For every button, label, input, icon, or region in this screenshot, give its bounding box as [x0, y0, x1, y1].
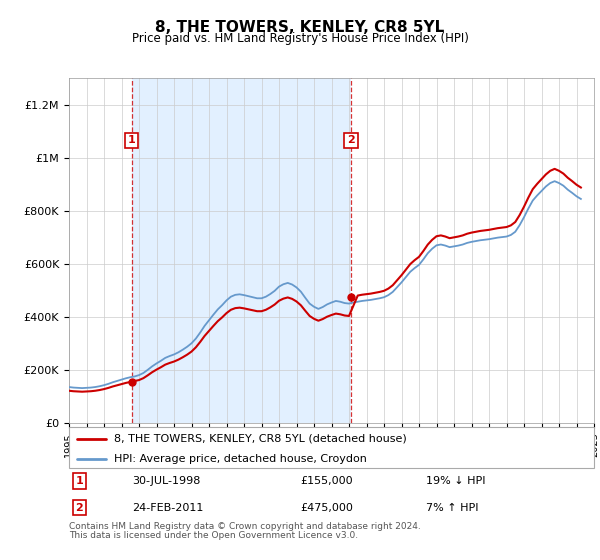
Text: Price paid vs. HM Land Registry's House Price Index (HPI): Price paid vs. HM Land Registry's House … — [131, 32, 469, 45]
Text: 2: 2 — [76, 502, 83, 512]
Text: This data is licensed under the Open Government Licence v3.0.: This data is licensed under the Open Gov… — [69, 531, 358, 540]
Text: HPI: Average price, detached house, Croydon: HPI: Average price, detached house, Croy… — [113, 454, 367, 464]
Text: 2: 2 — [347, 136, 355, 146]
Bar — [131, 78, 351, 423]
Text: 1: 1 — [76, 476, 83, 486]
Text: 7% ↑ HPI: 7% ↑ HPI — [426, 502, 479, 512]
Text: 19% ↓ HPI: 19% ↓ HPI — [426, 476, 485, 486]
Text: 1: 1 — [128, 136, 136, 146]
Text: Contains HM Land Registry data © Crown copyright and database right 2024.: Contains HM Land Registry data © Crown c… — [69, 522, 421, 531]
Text: £475,000: £475,000 — [300, 502, 353, 512]
Text: 8, THE TOWERS, KENLEY, CR8 5YL: 8, THE TOWERS, KENLEY, CR8 5YL — [155, 20, 445, 35]
FancyBboxPatch shape — [69, 427, 594, 468]
Text: 8, THE TOWERS, KENLEY, CR8 5YL (detached house): 8, THE TOWERS, KENLEY, CR8 5YL (detached… — [113, 433, 406, 444]
Text: £155,000: £155,000 — [300, 476, 353, 486]
Text: 30-JUL-1998: 30-JUL-1998 — [132, 476, 200, 486]
Text: 24-FEB-2011: 24-FEB-2011 — [132, 502, 203, 512]
